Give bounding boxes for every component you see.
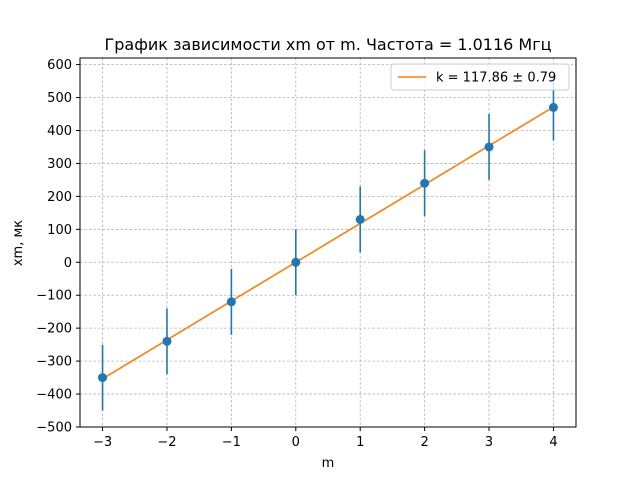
y-tick-label: −400	[36, 388, 72, 403]
data-point	[548, 102, 558, 112]
chart-title: График зависимости xm от m. Частота = 1.…	[105, 35, 552, 54]
data-layer	[98, 74, 558, 411]
plot-frame	[79, 57, 577, 428]
data-point	[162, 336, 172, 346]
y-tick-label: 0	[64, 256, 72, 271]
legend-label: k = 117.86 ± 0.79	[436, 71, 556, 86]
data-point	[484, 142, 494, 152]
x-tick-label: −3	[93, 435, 112, 450]
y-tick-label: 100	[47, 223, 72, 238]
legend: k = 117.86 ± 0.79	[390, 63, 570, 91]
data-point	[291, 257, 301, 267]
x-tick-label: 1	[356, 435, 364, 450]
data-point	[355, 214, 365, 224]
data-point	[420, 178, 430, 188]
x-tick-label: −2	[157, 435, 176, 450]
data-point	[226, 297, 236, 307]
data-point	[98, 373, 108, 383]
legend-box	[390, 63, 570, 91]
y-tick-label: 200	[47, 190, 72, 205]
fit-line	[102, 106, 554, 380]
y-tick-label: −200	[36, 322, 72, 337]
y-axis-label: xm, мк	[11, 220, 26, 266]
x-tick-label: 3	[485, 435, 493, 450]
tick-layer: −3 −2 −1 0 1 2 3 4 −500 −400 −300 −200 −100 0 100 200 30…	[36, 58, 557, 450]
y-tick-label: 400	[47, 124, 72, 139]
y-tick-label: 300	[47, 157, 72, 172]
y-tick-label: −500	[36, 421, 72, 436]
x-tick-label: −1	[222, 435, 241, 450]
y-tick-label: 500	[47, 91, 72, 106]
y-tick-label: −100	[36, 289, 72, 304]
x-tick-label: 2	[420, 435, 428, 450]
y-tick-label: 600	[47, 58, 72, 73]
y-tick-label: −300	[36, 355, 72, 370]
x-tick-label: 0	[292, 435, 300, 450]
x-axis-label: m	[322, 456, 335, 471]
x-tick-label: 4	[549, 435, 557, 450]
